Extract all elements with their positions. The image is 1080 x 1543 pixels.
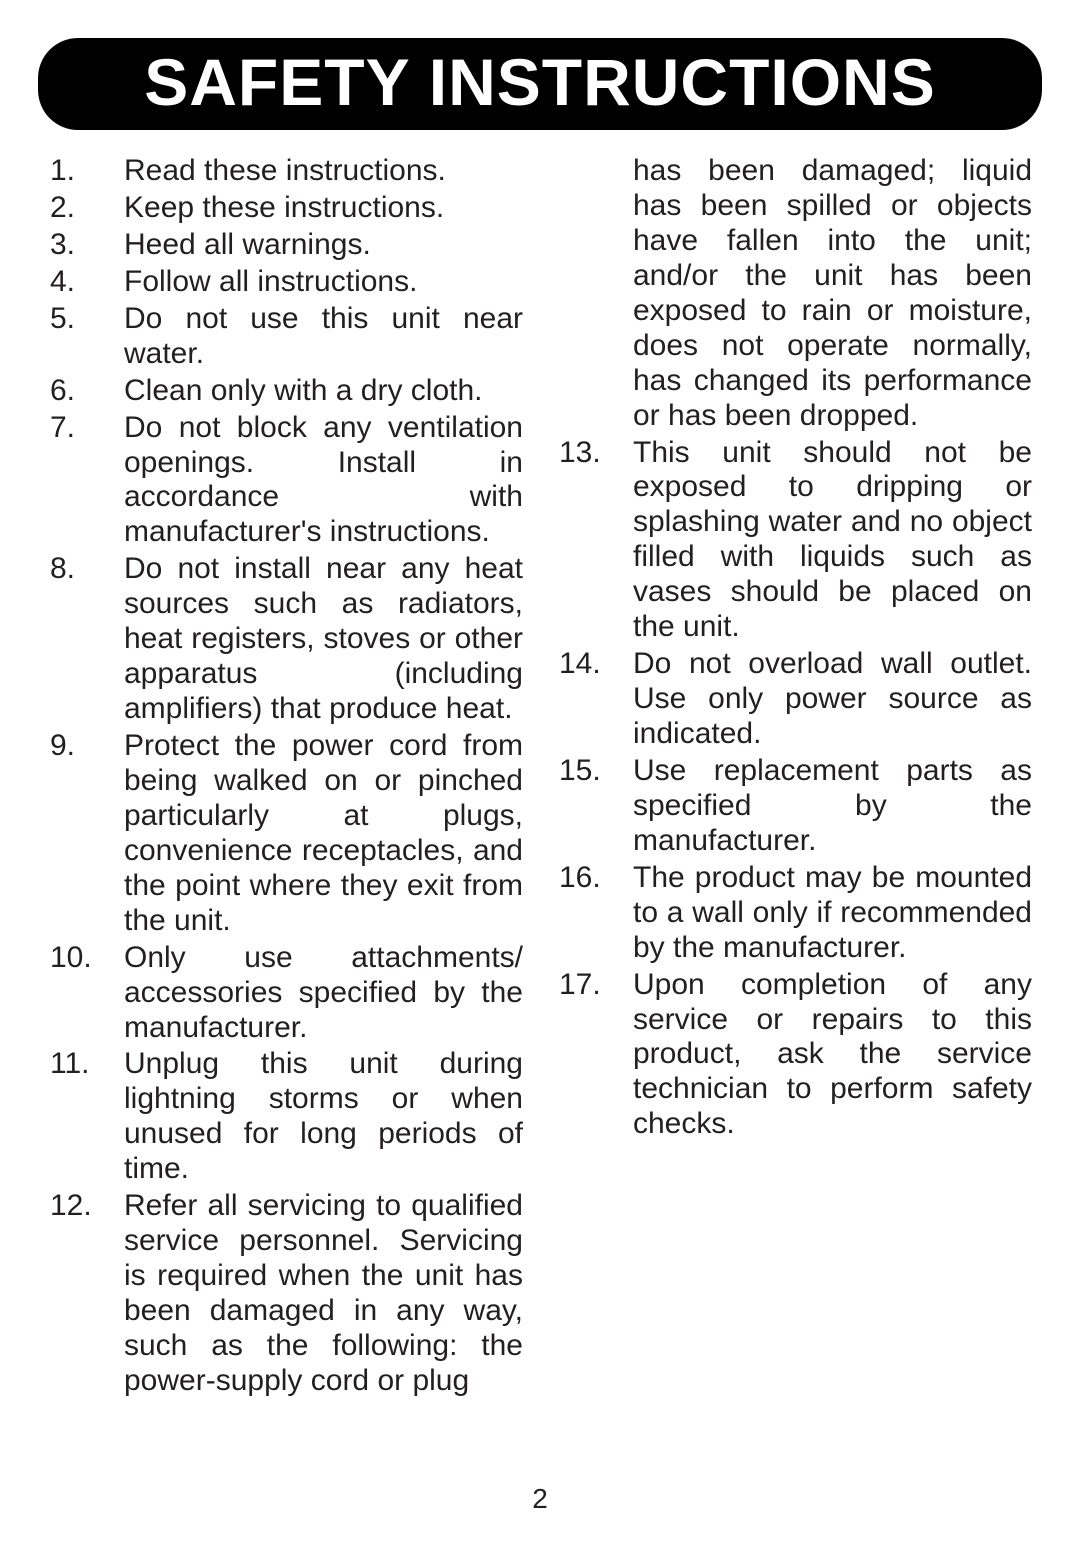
list-number: 16. — [557, 861, 633, 966]
left-column: 1.Read these instructions.2.Keep these i… — [48, 154, 523, 1401]
right-column: has been damaged; liquid has been spille… — [557, 154, 1032, 1401]
list-number: 17. — [557, 968, 633, 1143]
list-text: Only use attachments/ accessories specif… — [124, 941, 523, 1046]
list-text: Use replacement parts as specified by th… — [633, 754, 1032, 859]
list-item: 17.Upon completion of any service or rep… — [557, 968, 1032, 1143]
list-item: 15.Use replacement parts as specified by… — [557, 754, 1032, 859]
list-number: 3. — [48, 228, 124, 263]
list-text: Do not block any ventilation openings. I… — [124, 411, 523, 551]
page-number: 2 — [0, 1483, 1080, 1515]
list-number — [557, 154, 633, 434]
list-number: 6. — [48, 374, 124, 409]
list-text: Do not install near any heat sources suc… — [124, 552, 523, 727]
list-number: 4. — [48, 265, 124, 300]
list-text: This unit should not be exposed to dripp… — [633, 436, 1032, 646]
manual-page: SAFETY INSTRUCTIONS 1.Read these instruc… — [0, 0, 1080, 1543]
list-number: 11. — [48, 1047, 124, 1187]
list-number: 9. — [48, 729, 124, 939]
list-number: 10. — [48, 941, 124, 1046]
page-title: SAFETY INSTRUCTIONS — [38, 38, 1042, 130]
list-number: 5. — [48, 302, 124, 372]
list-item: 11.Unplug this unit during lightning sto… — [48, 1047, 523, 1187]
list-text: Unplug this unit during lightning storms… — [124, 1047, 523, 1187]
list-item: 7.Do not block any ventilation openings.… — [48, 411, 523, 551]
list-item: 6.Clean only with a dry cloth. — [48, 374, 523, 409]
list-number: 7. — [48, 411, 124, 551]
list-text: Do not use this unit near water. — [124, 302, 523, 372]
list-item: 12.Refer all servicing to qualified serv… — [48, 1189, 523, 1399]
list-item: 16.The product may be mounted to a wall … — [557, 861, 1032, 966]
list-number: 14. — [557, 647, 633, 752]
list-item: 10.Only use attachments/ accessories spe… — [48, 941, 523, 1046]
list-item: 3.Heed all warnings. — [48, 228, 523, 263]
list-item-continuation: has been damaged; liquid has been spille… — [557, 154, 1032, 434]
list-item: 4.Follow all instructions. — [48, 265, 523, 300]
list-text: Clean only with a dry cloth. — [124, 374, 523, 409]
list-text: Protect the power cord from being walked… — [124, 729, 523, 939]
list-text: Heed all warnings. — [124, 228, 523, 263]
list-item: 9.Protect the power cord from being walk… — [48, 729, 523, 939]
list-text: Keep these instructions. — [124, 191, 523, 226]
list-number: 2. — [48, 191, 124, 226]
list-number: 15. — [557, 754, 633, 859]
list-text: The product may be mounted to a wall onl… — [633, 861, 1032, 966]
list-number: 8. — [48, 552, 124, 727]
two-column-layout: 1.Read these instructions.2.Keep these i… — [48, 154, 1032, 1401]
list-text: has been damaged; liquid has been spille… — [633, 154, 1032, 434]
list-text: Follow all instructions. — [124, 265, 523, 300]
list-item: 5.Do not use this unit near water. — [48, 302, 523, 372]
list-item: 8.Do not install near any heat sources s… — [48, 552, 523, 727]
list-number: 1. — [48, 154, 124, 189]
list-text: Upon completion of any service or repair… — [633, 968, 1032, 1143]
list-text: Do not overload wall outlet. Use only po… — [633, 647, 1032, 752]
list-text: Refer all servicing to qualified service… — [124, 1189, 523, 1399]
list-item: 14.Do not overload wall outlet. Use only… — [557, 647, 1032, 752]
list-text: Read these instructions. — [124, 154, 523, 189]
list-item: 2.Keep these instructions. — [48, 191, 523, 226]
list-number: 13. — [557, 436, 633, 646]
list-item: 13.This unit should not be exposed to dr… — [557, 436, 1032, 646]
list-number: 12. — [48, 1189, 124, 1399]
list-item: 1.Read these instructions. — [48, 154, 523, 189]
